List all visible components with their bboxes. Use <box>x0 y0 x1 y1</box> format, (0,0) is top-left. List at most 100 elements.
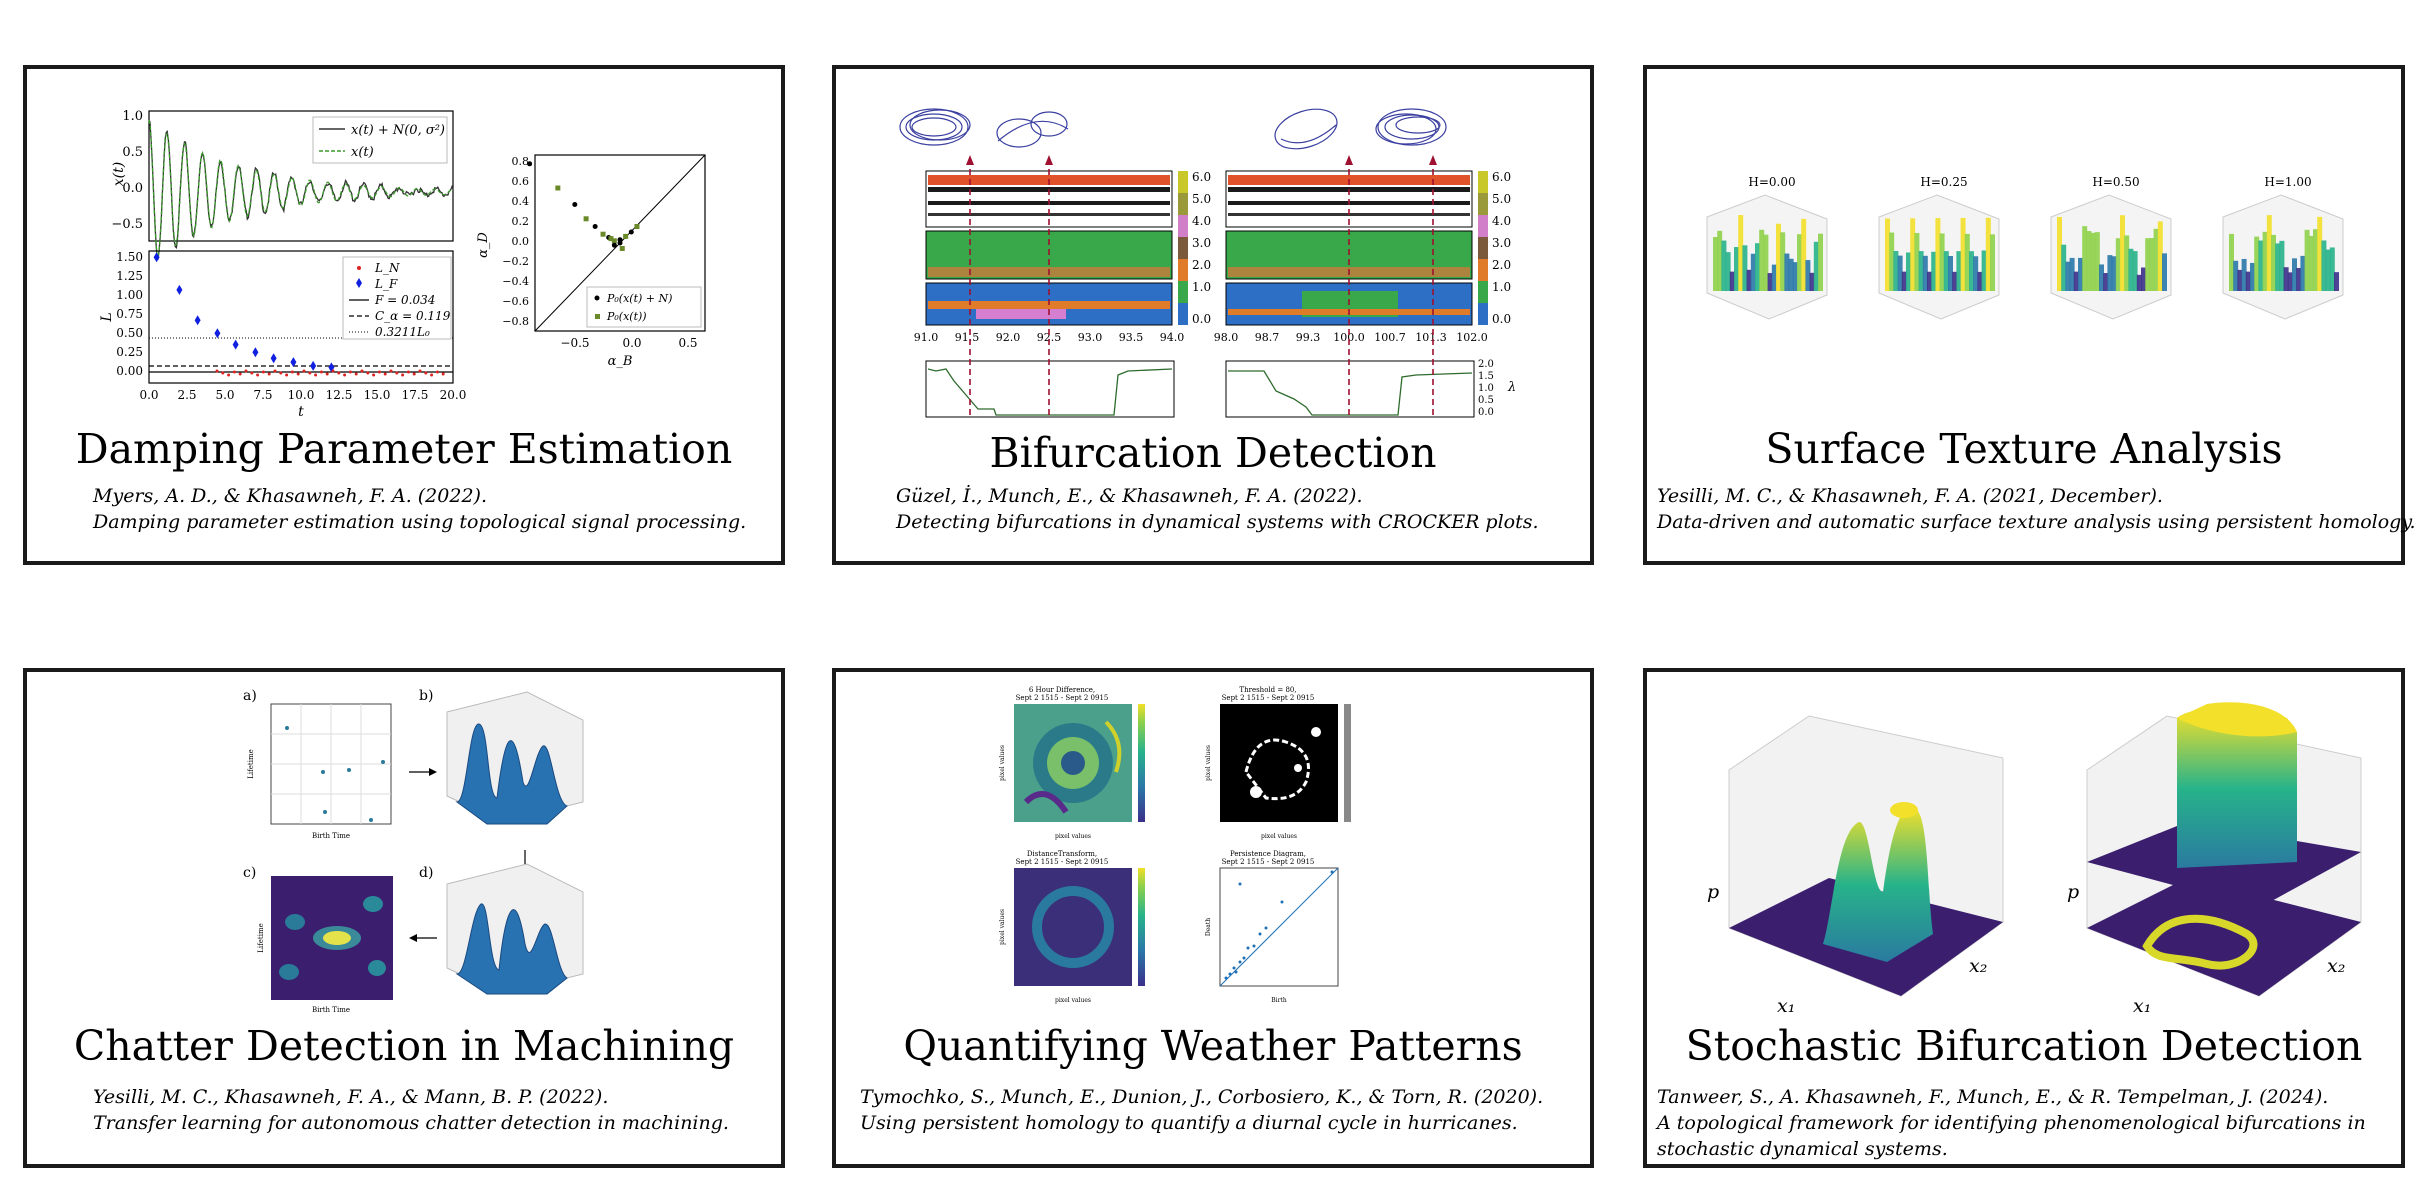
right-ylabel: α_D <box>476 232 491 258</box>
pixel-ylabel: pixel values <box>999 909 1006 945</box>
card-bifurcation[interactable]: 6.0 5.0 4.0 3.0 2.0 1.0 0.0 6.0 5.0 4.0 … <box>832 65 1594 565</box>
right-xtick: 100.7 <box>1374 331 1406 344</box>
surface-strip <box>1797 234 1802 291</box>
surface-strip <box>1948 256 1953 291</box>
pixel-ylabel: pixel values <box>1205 745 1212 781</box>
citation: Yesilli, M. C., & Khasawneh, F. A. (2021… <box>1657 483 2416 535</box>
card-weather[interactable]: 6 Hour Difference, Sept 2 1515 - Sept 2 … <box>832 668 1594 1168</box>
left-xtick: 93.0 <box>1078 331 1103 344</box>
ln-marker <box>389 369 393 373</box>
pixel-xlabel: pixel values <box>1055 997 1091 1004</box>
right-xtick: 99.3 <box>1296 331 1321 344</box>
colorbar-right <box>1478 171 1488 325</box>
surface-strip <box>2287 272 2293 291</box>
surface-strip <box>1897 255 1903 291</box>
surface-strip <box>1910 218 1916 291</box>
citation-paper: Data-driven and automatic surface textur… <box>1657 511 2416 533</box>
top-ytick: 1.0 <box>122 109 143 124</box>
right-ytick: −0.4 <box>502 275 529 288</box>
surface-strip <box>2254 236 2260 291</box>
pd-marker <box>628 229 634 235</box>
ln-marker <box>227 373 231 377</box>
stochastic-right-plot <box>2086 702 2362 997</box>
citation-authors: Tanweer, S., A. Khasawneh, F., Munch, E.… <box>1657 1086 2329 1108</box>
citation-authors: Myers, A. D., & Khasawneh, F. A. (2022). <box>93 485 487 507</box>
surface-strip <box>2162 253 2167 291</box>
right-ytick: −0.6 <box>502 295 529 308</box>
ln-marker <box>337 371 341 375</box>
distance-panel <box>1014 868 1145 986</box>
surface-strip <box>2317 216 2323 291</box>
card-chatter[interactable]: a) b) d) c) Birth Time Lifetime <box>23 668 785 1168</box>
ln-marker <box>232 370 236 374</box>
surface-strip <box>2283 267 2289 291</box>
surface-strip <box>1893 250 1899 291</box>
surface-strip <box>1801 218 1807 291</box>
surface-strip <box>2329 247 2335 291</box>
panel-label-b: b) <box>419 688 433 704</box>
surface-strip <box>1922 255 1928 291</box>
pd-marker <box>611 242 617 248</box>
citation: Güzel, İ., Munch, E., & Khasawneh, F. A.… <box>896 483 1582 535</box>
surface-strip <box>2099 264 2104 291</box>
surface-strip <box>2057 216 2062 291</box>
damping-figure-svg: x(t) 1.0 0.5 0.0 −0.5 x(t) + N(0, σ²) x(… <box>99 109 706 420</box>
bottom-ytick: 0.25 <box>116 345 143 359</box>
lf-markers <box>153 252 335 373</box>
surface-strip <box>1805 260 1811 291</box>
panel-labels: a) b) d) c) <box>243 688 433 881</box>
lf-marker <box>176 284 183 295</box>
surface-strip <box>1776 223 1781 291</box>
right-legend-clean: P₀(x(t)) <box>606 310 647 323</box>
ln-marker <box>319 370 323 374</box>
cbar-tick: 3.0 <box>1492 236 1511 250</box>
surface-strip <box>2086 231 2092 291</box>
pixel-ylabel: pixel values <box>999 745 1006 781</box>
ln-marker <box>383 372 387 376</box>
ln-marker <box>424 371 428 375</box>
lambda-curve-right <box>1228 370 1473 416</box>
surface-strip <box>2304 229 2310 291</box>
surface-strip <box>2124 235 2130 291</box>
right-xlabel: x₁ <box>2133 995 2151 1017</box>
card-damping[interactable]: x(t) 1.0 0.5 0.0 −0.5 x(t) + N(0, σ²) x(… <box>23 65 785 565</box>
surface-strip <box>1918 251 1924 291</box>
attractor-sketches <box>899 108 1447 150</box>
card-stochastic[interactable]: p x₁ x₂ p x₁ x₂ Stochastic Bifurcation D… <box>1643 668 2405 1168</box>
surface-strip <box>2111 256 2117 291</box>
right-ytick: 0.0 <box>512 235 530 248</box>
weather-panel-subtitle: Sept 2 1515 - Sept 2 0915 <box>1016 858 1109 866</box>
surface-strip <box>1729 271 1735 291</box>
pd-marker <box>617 240 623 246</box>
pd-marker <box>634 224 640 229</box>
lambda-panel-right <box>1225 360 1475 418</box>
surface-strip <box>1914 232 1920 291</box>
surface-strip <box>2090 232 2096 291</box>
surface-strip <box>1885 218 1890 291</box>
citation-paper: Detecting bifurcations in dynamical syst… <box>896 511 1539 533</box>
left-ylabel: x₂ <box>1969 955 1987 977</box>
surface-strip <box>1713 237 1718 291</box>
surface-strip <box>2065 261 2071 291</box>
pd-xlabel: Birth <box>1271 997 1287 1004</box>
surface-strip <box>1813 241 1819 291</box>
surface-strip <box>2233 260 2239 291</box>
lf-marker <box>270 353 277 364</box>
ln-marker <box>348 370 352 374</box>
cbar-tick: 2.0 <box>1192 258 1211 272</box>
surface-strip <box>1763 234 1769 291</box>
bottom-xtick: 12.5 <box>326 388 353 402</box>
surface-strip <box>2296 268 2302 291</box>
right-xtick: 98.7 <box>1255 331 1280 344</box>
surface-strip <box>2321 240 2327 291</box>
bottom-ytick: 0.00 <box>116 364 143 378</box>
surface-strip <box>1981 250 1987 291</box>
surface-strip <box>2313 229 2318 291</box>
card-surface-texture[interactable]: H=0.00 H=0.25 H=0.50 H=1.00 Surface Text… <box>1643 65 2416 565</box>
bottom-ylabel: L <box>99 312 115 322</box>
surface-strip <box>2107 255 2113 291</box>
pd-marker <box>527 161 533 167</box>
surface-strip <box>2308 235 2314 291</box>
surface-strip <box>1969 251 1974 291</box>
right-xtick: 100.0 <box>1333 331 1365 344</box>
